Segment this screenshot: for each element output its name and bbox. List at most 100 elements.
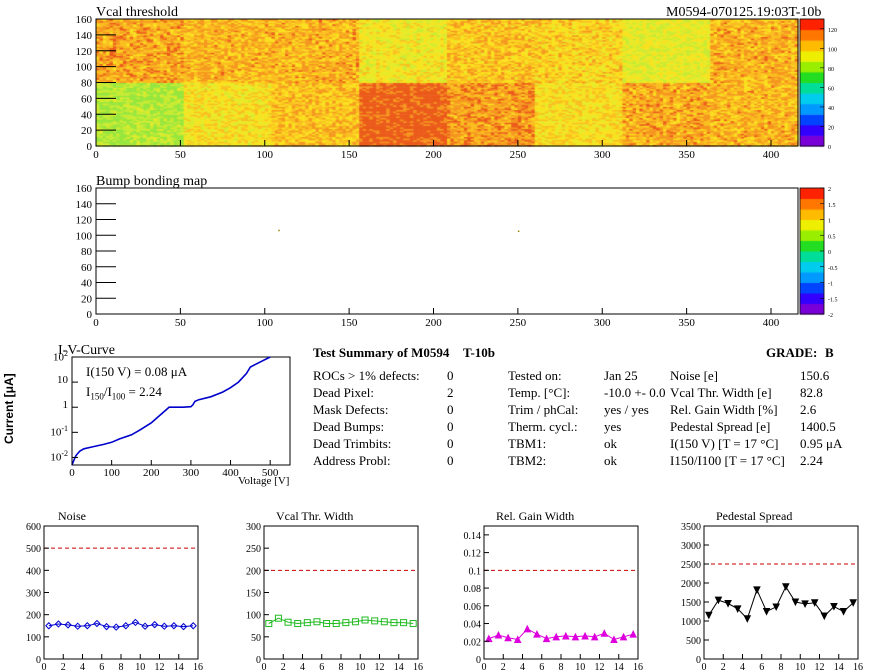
y-tick-label: 0 [476, 655, 481, 666]
data-point [743, 615, 752, 623]
summary-mid-value: ok [604, 453, 617, 468]
x-tick-label: 350 [678, 317, 695, 329]
y-tick-label: 80 [81, 78, 93, 90]
data-point [400, 619, 408, 627]
y-tick-label: 2500 [681, 560, 701, 571]
data-point [782, 583, 790, 591]
y-tick-label: 0.06 [464, 602, 482, 613]
data-point [390, 619, 398, 627]
summary-right-label: Rel. Gain Width [%] [670, 402, 778, 417]
palette-tick-label: 40 [828, 106, 834, 112]
summary-right-label: I150/I100 [T = 17 °C] [670, 453, 785, 468]
x-tick-label: 100 [257, 149, 274, 161]
iv-series-line [71, 356, 271, 466]
summary-mid-label: TBM2: [508, 453, 547, 468]
bump-title: Bump bonding map [96, 174, 208, 189]
data-point [274, 614, 282, 622]
iv-ylabel: Current [μA] [2, 373, 16, 444]
summary-tag: T-10b [463, 345, 496, 360]
x-tick-label: 2 [501, 662, 506, 672]
x-tick-label: 250 [510, 317, 527, 329]
x-tick-label: 12 [815, 662, 825, 672]
data-point [762, 608, 771, 616]
y-tick-label: 40 [81, 278, 93, 290]
iv-x-tick-label: 200 [143, 467, 160, 479]
data-point [179, 622, 188, 631]
y-tick-label: 600 [26, 522, 41, 533]
x-tick-label: 12 [375, 662, 385, 672]
map-frame [95, 187, 799, 315]
iv-xlabel: Voltage [V] [238, 475, 290, 487]
x-tick-label: 50 [175, 149, 187, 161]
y-tick-label: 200 [246, 566, 261, 577]
x-tick-label: 100 [257, 317, 274, 329]
data-point [112, 623, 120, 631]
y-tick-label: 250 [246, 544, 261, 555]
data-point [122, 622, 130, 630]
summary-right-label: I(150 V) [T = 17 °C] [670, 436, 779, 451]
summary-mid-value: yes / yes [604, 402, 649, 417]
x-tick-label: 0 [42, 662, 47, 672]
y-tick-label: 0.08 [464, 584, 482, 595]
x-tick-label: 400 [763, 149, 780, 161]
data-point [504, 633, 512, 642]
y-tick-label: 300 [26, 589, 41, 600]
data-point [494, 630, 503, 639]
palette-tick-label: 100 [828, 47, 837, 53]
y-tick-label: 20 [81, 125, 93, 137]
summary-left-label: Dead Trimbits: [313, 436, 392, 451]
iv-annot-current: I(150 V) = 0.08 μA [86, 364, 188, 379]
summary-mid-label: TBM1: [508, 436, 547, 451]
data-point [284, 618, 292, 626]
x-tick-label: 50 [175, 317, 187, 329]
data-point [313, 618, 321, 626]
summary-left-label: Address Probl: [313, 453, 391, 468]
summary-left-label: ROCs > 1% defects: [313, 368, 420, 383]
x-tick-label: 0 [262, 662, 267, 672]
x-tick-label: 16 [633, 662, 643, 672]
mini-plot-frame [263, 525, 419, 660]
y-tick-label: 0.02 [464, 637, 482, 648]
x-tick-label: 6 [539, 662, 544, 672]
x-tick-label: 0 [93, 149, 99, 161]
x-tick-label: 4 [300, 662, 305, 672]
iv-x-tick-label: 400 [222, 467, 239, 479]
data-point [733, 605, 742, 613]
y-tick-label: 100 [26, 633, 41, 644]
y-tick-label: 0 [36, 655, 41, 666]
y-tick-label: 0 [696, 655, 701, 666]
summary-left-label: Dead Pixel: [313, 385, 375, 400]
summary-right-value: 1400.5 [800, 419, 836, 434]
summary-mid-label: Temp. [°C]: [508, 385, 571, 400]
grade-value: B [825, 345, 834, 360]
x-tick-label: 14 [174, 662, 184, 672]
x-tick-label: 10 [135, 662, 145, 672]
vcal-width-title: Vcal Thr. Width [276, 509, 354, 523]
summary-mid-value: ok [604, 436, 617, 451]
x-tick-label: 150 [341, 317, 358, 329]
y-tick-label: 120 [76, 46, 93, 58]
data-point [409, 620, 417, 628]
x-tick-label: 10 [355, 662, 365, 672]
x-tick-label: 0 [93, 317, 99, 329]
x-tick-label: 6 [319, 662, 324, 672]
x-tick-label: 350 [678, 149, 695, 161]
palette-tick-label: -0.5 [828, 266, 838, 272]
data-point [131, 618, 140, 627]
data-point [610, 635, 618, 643]
iv-y-tick-label: 102 [53, 349, 68, 364]
x-tick-label: 8 [779, 662, 784, 672]
vcal-title: Vcal threshold [96, 5, 179, 20]
summary-right-value: 150.6 [800, 368, 830, 383]
data-point [523, 624, 532, 633]
summary-left-label: Dead Bumps: [313, 419, 385, 434]
data-point [351, 618, 359, 626]
palette-tick-label: 2 [828, 187, 831, 193]
x-tick-label: 14 [834, 662, 844, 672]
pedestal-spread-title: Pedestal Spread [716, 509, 793, 523]
y-tick-label: 0.14 [464, 531, 482, 542]
gain-width-title: Rel. Gain Width [496, 509, 575, 523]
summary-right-label: Noise [e] [670, 368, 719, 383]
iv-y-tick-label: 10-2 [50, 449, 68, 465]
summary-mid-value: yes [604, 419, 622, 434]
